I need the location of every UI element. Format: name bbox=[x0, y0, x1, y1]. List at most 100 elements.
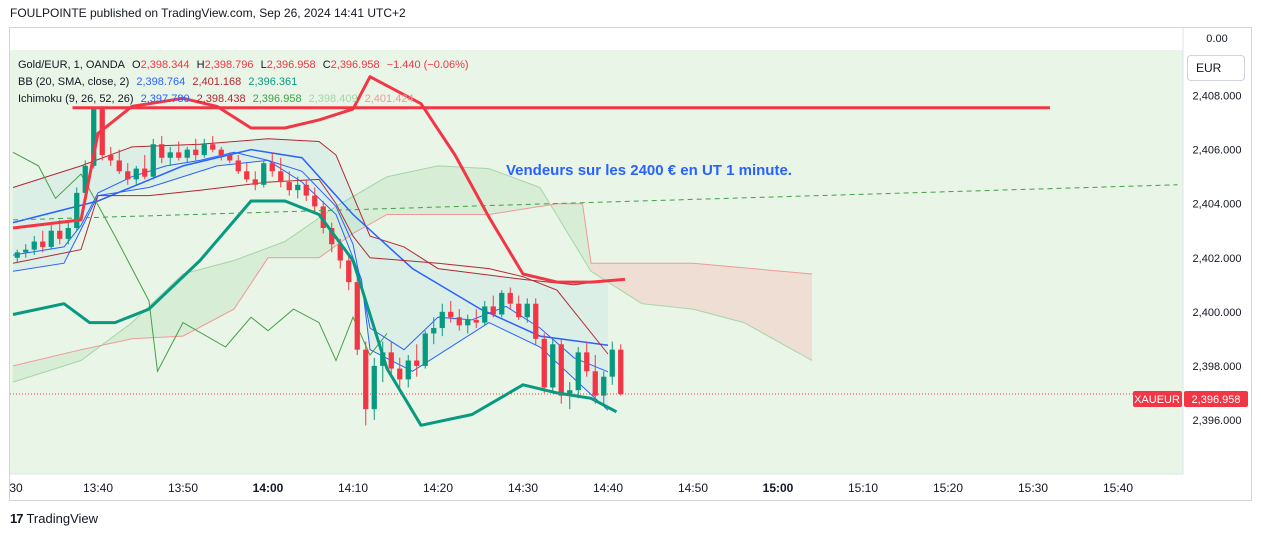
footer[interactable]: 17 TradingView bbox=[10, 511, 98, 526]
last-price-tag: XAUEUR 2,396.958 bbox=[1133, 391, 1248, 407]
candle-body bbox=[371, 365, 377, 410]
candle bbox=[465, 314, 471, 334]
candle bbox=[550, 338, 556, 393]
candle-body bbox=[533, 303, 539, 339]
candle bbox=[592, 355, 598, 404]
candle bbox=[65, 222, 71, 245]
price-axis-label: 2,402.000 bbox=[1193, 253, 1242, 265]
time-axis-label: 13:50 bbox=[168, 481, 198, 495]
candle-body bbox=[286, 182, 292, 191]
candle bbox=[533, 298, 539, 345]
candle-body bbox=[516, 303, 522, 318]
candle-body bbox=[482, 306, 488, 323]
time-axis-label: 14:30 bbox=[508, 481, 538, 495]
candle-body bbox=[329, 228, 335, 245]
candle bbox=[524, 298, 530, 323]
candle bbox=[609, 341, 615, 385]
candle bbox=[507, 287, 513, 310]
candle-body bbox=[465, 319, 471, 326]
time-axis-label: 15:40 bbox=[1103, 481, 1133, 495]
legend-open: O2,398.344 bbox=[132, 59, 190, 71]
candle-body bbox=[567, 390, 573, 396]
legend-bb-upper: 2,401.168 bbox=[192, 76, 242, 88]
candle-body bbox=[244, 171, 250, 180]
candle bbox=[227, 152, 233, 164]
legend-span-a: 2,398.409 bbox=[308, 93, 358, 105]
candle bbox=[448, 301, 454, 323]
candle bbox=[133, 165, 139, 185]
candle bbox=[601, 371, 607, 404]
candle bbox=[397, 357, 403, 388]
legend-ichimoku-line[interactable]: Ichimoku (9, 26, 52, 26) 2,397.780 2,398… bbox=[18, 93, 418, 105]
candle-body bbox=[346, 260, 352, 283]
drawn-teal-curve bbox=[12, 199, 618, 427]
legend-bb-line[interactable]: BB (20, SMA, close, 2) 2,398.764 2,401.1… bbox=[18, 76, 301, 88]
candle bbox=[346, 255, 352, 291]
candle-body bbox=[414, 360, 420, 366]
candle bbox=[363, 341, 369, 426]
currency-button[interactable]: EUR bbox=[1187, 55, 1245, 81]
candle-body bbox=[490, 306, 496, 315]
chart-annotation[interactable]: Vendeurs sur les 2400 € en UT 1 minute. bbox=[506, 162, 792, 179]
candle-body bbox=[193, 149, 199, 156]
candle-body bbox=[278, 171, 284, 183]
candle-body bbox=[541, 338, 547, 388]
candle bbox=[329, 222, 335, 253]
candle-body bbox=[48, 230, 54, 247]
candle-body bbox=[176, 152, 182, 158]
candle bbox=[584, 341, 590, 377]
candle-body bbox=[397, 368, 403, 380]
legend-bb-name: BB (20, SMA, close, 2) bbox=[18, 76, 130, 88]
candle-body bbox=[363, 349, 369, 410]
candle-body bbox=[269, 163, 275, 172]
price-tag-value: 2,396.958 bbox=[1192, 394, 1241, 406]
candle bbox=[388, 341, 394, 377]
time-axis-label: 15:30 bbox=[1018, 481, 1048, 495]
candle-body bbox=[558, 344, 564, 396]
candle bbox=[31, 236, 37, 256]
time-axis-label: 15:00 bbox=[763, 481, 794, 495]
price-axis-label: 2,398.000 bbox=[1193, 361, 1242, 373]
candle-body bbox=[227, 155, 233, 161]
candle bbox=[269, 152, 275, 177]
candle-body bbox=[618, 349, 624, 395]
time-axis-label: 14:40 bbox=[593, 481, 623, 495]
legend-o-value: 2,398.344 bbox=[140, 59, 190, 71]
candle bbox=[167, 146, 173, 166]
legend-o-label: O bbox=[132, 59, 141, 71]
candle-body bbox=[142, 168, 148, 177]
candle-body bbox=[167, 152, 173, 158]
legend-low: L2,396.958 bbox=[261, 59, 316, 71]
candle-body bbox=[320, 206, 326, 229]
drawn-red-curve bbox=[12, 75, 626, 284]
candle bbox=[40, 230, 46, 253]
candle bbox=[210, 136, 216, 153]
time-axis-label: 15:20 bbox=[933, 481, 963, 495]
price-axis-label: 2,408.000 bbox=[1193, 91, 1242, 103]
candle-body bbox=[499, 292, 505, 315]
candle-body bbox=[337, 244, 343, 261]
candle bbox=[541, 333, 547, 393]
legend-bb-basis: 2,398.764 bbox=[136, 76, 186, 88]
candle bbox=[431, 317, 437, 345]
candle bbox=[108, 146, 114, 166]
candle bbox=[252, 171, 258, 191]
candle-body bbox=[91, 109, 97, 166]
legend-high: H2,398.796 bbox=[197, 59, 254, 71]
ichimoku-span-b bbox=[12, 203, 813, 367]
candle bbox=[320, 200, 326, 234]
candle bbox=[99, 106, 105, 161]
time-axis-label: 14:00 bbox=[253, 481, 284, 495]
price-axis-label: 0.00 bbox=[1206, 33, 1227, 45]
legend-chikou: 2,396.958 bbox=[252, 93, 302, 105]
candle bbox=[125, 163, 131, 185]
time-axis-label: 14:20 bbox=[423, 481, 453, 495]
legend-symbol-line[interactable]: Gold/EUR, 1, OANDA O2,398.344 H2,398.796… bbox=[18, 59, 473, 71]
candle-body bbox=[159, 144, 165, 158]
candle bbox=[184, 146, 190, 164]
candle-body bbox=[184, 149, 190, 158]
candle bbox=[482, 301, 488, 326]
legend-bb-lower: 2,396.361 bbox=[248, 76, 298, 88]
candle-body bbox=[575, 352, 581, 391]
